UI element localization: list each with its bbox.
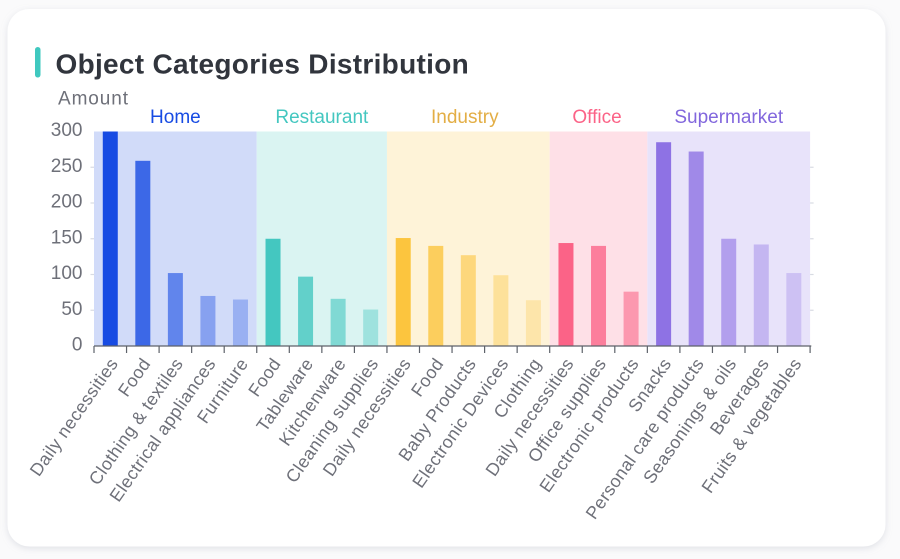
svg-text:0: 0 [72, 335, 83, 356]
svg-text:150: 150 [51, 227, 83, 248]
svg-text:Object Categories Distribution: Object Categories Distribution [56, 49, 470, 80]
svg-text:Amount: Amount [58, 89, 129, 110]
svg-text:Restaurant: Restaurant [275, 107, 369, 128]
svg-text:300: 300 [51, 120, 83, 141]
svg-text:250: 250 [51, 156, 83, 177]
svg-text:Supermarket: Supermarket [674, 107, 783, 128]
svg-text:100: 100 [51, 263, 83, 284]
svg-text:200: 200 [51, 192, 83, 213]
svg-text:Home: Home [150, 107, 201, 128]
svg-text:50: 50 [61, 299, 82, 320]
svg-text:Office: Office [572, 107, 621, 128]
svg-text:Industry: Industry [431, 107, 499, 128]
